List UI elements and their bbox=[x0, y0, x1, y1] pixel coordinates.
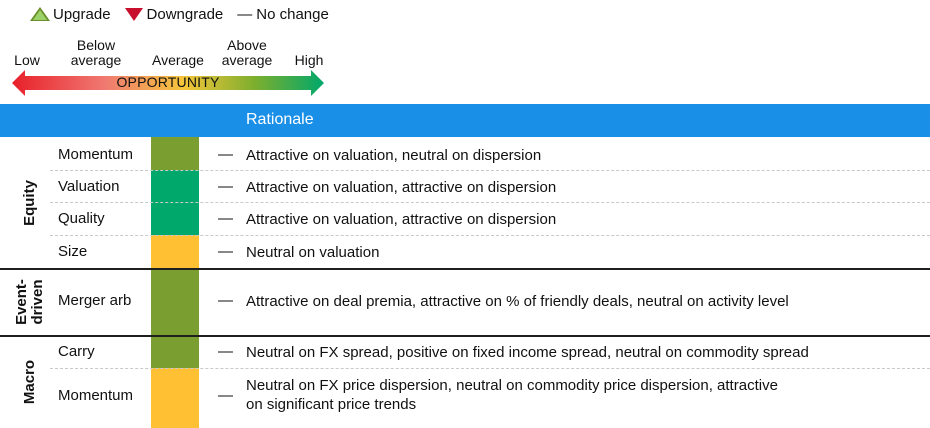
row-divider bbox=[50, 368, 930, 369]
group-label-event-driven: Event- driven bbox=[13, 272, 46, 332]
rating-bar-merger-carry bbox=[151, 269, 199, 368]
rationale-equity-valuation: Attractive on valuation, attractive on d… bbox=[246, 179, 557, 196]
row-divider bbox=[50, 235, 930, 236]
legend-no-change-label: No change bbox=[256, 5, 329, 23]
scale-above-average: Above average bbox=[221, 37, 273, 68]
change-indicator: — bbox=[218, 387, 233, 404]
scale-below-average: Below average bbox=[70, 37, 122, 68]
change-indicator: — bbox=[218, 210, 233, 227]
rationale-macro-momentum-line1: Neutral on FX price dispersion, neutral … bbox=[246, 377, 778, 394]
upgrade-triangle-icon bbox=[30, 7, 50, 21]
legend: Upgrade Downgrade — No change bbox=[30, 4, 343, 24]
row-name-equity-size: Size bbox=[58, 243, 88, 260]
rating-bar-equity-momentum bbox=[151, 137, 199, 170]
opportunity-scale-labels: Low Below average Average Above average … bbox=[0, 38, 340, 72]
legend-downgrade-label: Downgrade bbox=[146, 5, 224, 23]
row-divider bbox=[50, 170, 930, 171]
rationale-equity-size: Neutral on valuation bbox=[246, 244, 380, 261]
change-indicator: — bbox=[218, 292, 233, 309]
group-label-event-driven-line1: Event- bbox=[13, 279, 30, 325]
row-divider bbox=[50, 202, 930, 203]
change-indicator: — bbox=[218, 146, 233, 163]
rationale-merger-arb: Attractive on deal premia, attractive on… bbox=[246, 293, 789, 310]
scale-low: Low bbox=[14, 52, 40, 68]
scale-average: Average bbox=[152, 52, 204, 68]
row-name-equity-momentum: Momentum bbox=[58, 146, 134, 163]
change-indicator: — bbox=[218, 178, 233, 195]
group-label-equity: Equity bbox=[21, 180, 38, 226]
table-header: Rationale bbox=[0, 104, 930, 137]
group-divider bbox=[0, 268, 930, 270]
row-name-macro-momentum: Momentum bbox=[58, 387, 134, 404]
change-indicator: — bbox=[218, 343, 233, 360]
group-label-event-driven-line2: driven bbox=[29, 279, 46, 325]
group-divider bbox=[0, 335, 930, 337]
group-label-macro: Macro bbox=[21, 359, 38, 405]
rating-bar-equity-size bbox=[151, 235, 199, 269]
row-name-equity-valuation: Valuation bbox=[58, 178, 120, 195]
legend-downgrade: Downgrade bbox=[124, 5, 224, 23]
rationale-equity-momentum: Attractive on valuation, neutral on disp… bbox=[246, 147, 542, 164]
rationale-header: Rationale bbox=[246, 111, 314, 128]
double-arrow-icon bbox=[12, 70, 324, 96]
downgrade-triangle-icon bbox=[124, 7, 143, 21]
rating-bar-macro-momentum bbox=[151, 368, 199, 428]
row-name-merger-arb: Merger arb bbox=[58, 292, 132, 309]
change-indicator: — bbox=[218, 243, 233, 260]
rationale-equity-quality: Attractive on valuation, attractive on d… bbox=[246, 211, 557, 228]
opportunity-label: OPPORTUNITY bbox=[116, 74, 220, 90]
legend-no-change: — No change bbox=[237, 6, 329, 23]
no-change-dash-icon: — bbox=[237, 5, 253, 23]
rationale-macro-momentum-line2: on significant price trends bbox=[246, 396, 417, 413]
rationale-macro-momentum: Neutral on FX price dispersion, neutral … bbox=[246, 376, 778, 414]
scale-high: High bbox=[294, 52, 324, 68]
opportunity-arrow: OPPORTUNITY bbox=[12, 70, 324, 96]
row-name-macro-carry: Carry bbox=[58, 343, 95, 360]
row-name-equity-quality: Quality bbox=[58, 210, 105, 227]
rationale-macro-carry: Neutral on FX spread, positive on fixed … bbox=[246, 344, 809, 361]
legend-upgrade-label: Upgrade bbox=[53, 5, 111, 23]
legend-upgrade: Upgrade bbox=[30, 6, 111, 23]
